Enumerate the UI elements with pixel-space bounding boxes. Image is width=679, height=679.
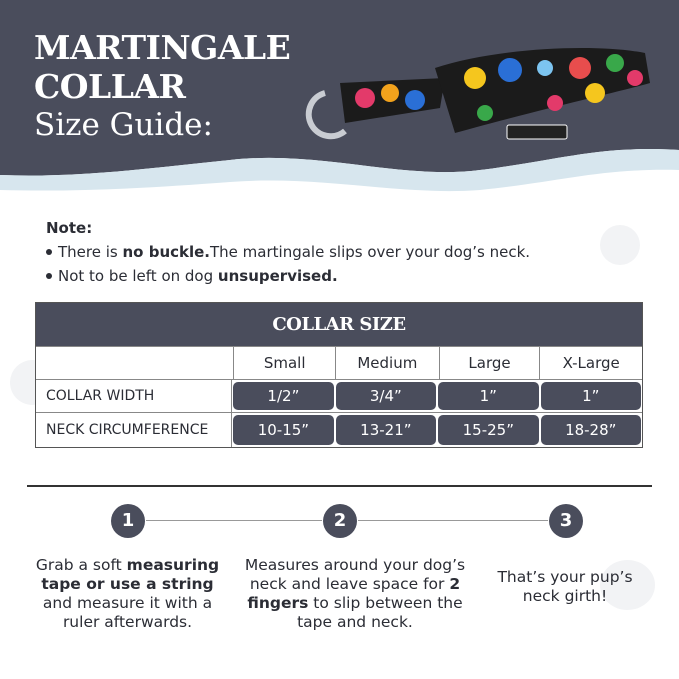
value-cell: 10-15” (233, 415, 334, 445)
row-label: NECK CIRCUMFERENCE (36, 413, 233, 447)
size-header: Medium (336, 347, 440, 379)
paw-print-decoration (600, 225, 640, 265)
paw-print-decoration (600, 560, 655, 610)
value-cell: 15-25” (438, 415, 539, 445)
step-number-badge: 2 (323, 504, 357, 538)
value-cell: 1/2” (233, 382, 334, 410)
step-number-badge: 3 (549, 504, 583, 538)
value-cell: 3/4” (335, 382, 437, 410)
text-bold: measuring tape or use a string (41, 556, 220, 593)
note-bullet: There is no buckle. The martingale slips… (46, 240, 530, 264)
table-header-row: Small Medium Large X-Large (36, 346, 642, 379)
text: Grab a soft (35, 556, 127, 574)
size-header: Small (234, 347, 337, 379)
text: That’s your pup’s neck girth! (497, 568, 633, 605)
text: There is (58, 243, 118, 261)
row-label: COLLAR WIDTH (36, 380, 233, 412)
size-header: Large (440, 347, 541, 379)
value-cell: 1” (438, 382, 539, 410)
step-2-text: Measures around your dog’s neck and leav… (235, 556, 475, 632)
value-cell: 13-21” (335, 415, 437, 445)
table-row: COLLAR WIDTH 1/2” 3/4” 1” 1” (36, 379, 642, 412)
divider (27, 485, 652, 487)
text-bold: 2 fingers (247, 575, 461, 612)
text: The martingale slips over your dog’s nec… (210, 243, 531, 261)
bullet-icon (46, 249, 52, 255)
text: Not to be left on dog (58, 267, 214, 285)
title-line-2: COLLAR (34, 67, 186, 106)
text: Measures around your dog’s neck and leav… (244, 556, 466, 593)
step-connector (358, 520, 548, 521)
text-bold: unsupervised. (217, 267, 338, 285)
title-subtitle: Size Guide: (34, 107, 213, 143)
value-cell: 1” (540, 382, 641, 410)
table-title: COLLAR SIZE (36, 303, 642, 346)
page-title: MARTINGALE COLLAR Size Guide: (34, 28, 291, 145)
size-header: X-Large (562, 354, 620, 372)
note-section: Note: There is no buckle. The martingale… (46, 216, 530, 288)
step-1-text: Grab a soft measuring tape or use a stri… (30, 556, 225, 632)
bullet-icon (46, 273, 52, 279)
text: to slip between the tape and neck. (297, 594, 463, 631)
note-bullet: Not to be left on dog unsupervised. (46, 264, 530, 288)
title-line-1: MARTINGALE (34, 28, 291, 67)
table-row: NECK CIRCUMFERENCE 10-15” 13-21” 15-25” … (36, 412, 642, 447)
note-heading: Note: (46, 219, 93, 237)
empty-cell (36, 347, 235, 379)
text: and measure it with a ruler afterwards. (42, 594, 213, 631)
step-3-text: That’s your pup’s neck girth! (480, 568, 650, 606)
size-table: COLLAR SIZE Small Medium Large X-Large C… (35, 302, 643, 448)
collar-product-image (305, 48, 650, 140)
step-connector (146, 520, 322, 521)
value-cell: 18-28” (540, 415, 641, 445)
step-number-badge: 1 (111, 504, 145, 538)
text-bold: no buckle. (122, 243, 211, 261)
